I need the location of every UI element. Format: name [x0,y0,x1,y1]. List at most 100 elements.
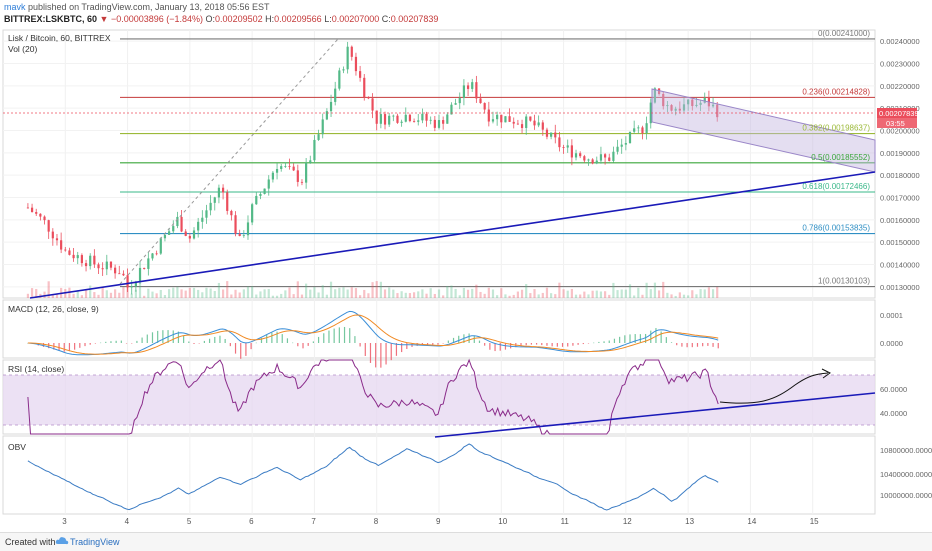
volume-bar [379,281,382,298]
candle-body [662,93,665,107]
volume-bar [201,292,204,298]
macd-histogram-bar [375,343,377,368]
macd-histogram-bar [281,334,283,343]
candle-body [55,238,59,241]
macd-histogram-bar [629,334,631,343]
candle-body [603,154,607,158]
volume-bar [475,284,478,298]
candle-body [167,231,171,235]
publish-text: published on TradingView.com, January 13… [28,2,270,12]
volume-bar [641,294,644,298]
macd-histogram-bar [193,343,195,344]
volume-bar [363,289,366,298]
macd-histogram-bar [432,343,434,345]
price-tick-label: 0.00180000 [880,171,920,180]
macd-histogram-bar [691,343,693,348]
candle-body [471,82,474,89]
candle-body [375,110,378,124]
volume-bar [159,289,162,298]
macd-histogram-bar [608,340,610,343]
volume-bar [608,294,611,298]
candle-body [458,97,461,104]
macd-histogram-bar [131,343,133,344]
macd-histogram-bar [426,343,429,345]
grid-lines [3,30,875,514]
volume-bar [408,293,412,298]
chart-header: mavk published on TradingView.com, Janua… [0,0,932,28]
volume-bar [371,282,374,298]
volume-bar [205,287,208,298]
volume-bar [367,293,370,298]
volume-bar [80,295,83,298]
volume-bar [417,291,420,298]
candle-body [545,129,549,137]
macd-histogram-bar [567,343,569,347]
volume-bar [122,287,125,298]
candle-body [624,143,627,145]
volume-bar [446,285,449,298]
candle-body [529,116,532,121]
candle-body [359,71,362,78]
volume-bar [305,283,308,298]
candle-body [574,153,578,158]
candle-body [558,137,561,148]
chart-canvas[interactable]: Lisk / Bitcoin, 60, BITTREX Vol (20) 0.0… [0,28,932,532]
candle-body [678,108,681,111]
volume-bar [172,287,175,298]
volume-bar [707,287,711,298]
candle-body [114,267,117,274]
volume-bar [425,293,428,298]
candle-body [429,119,432,121]
time-tick-label: 4 [125,517,130,526]
volume-bar [550,293,553,298]
candle-body [450,104,453,115]
candle-body [637,127,640,129]
macd-histogram-bar [297,343,299,347]
volume-bar [359,295,362,298]
macd-signal-line [27,314,719,355]
time-tick-label: 8 [374,517,379,526]
candle-body [118,273,121,275]
fib-diagonal [119,38,339,285]
macd-histogram-bar [369,343,372,363]
candle-body [97,264,100,269]
candle-body [60,240,63,250]
macd-histogram-bar [323,333,325,343]
macd-histogram-bar [619,336,621,343]
macd-histogram-bar [530,343,532,345]
volume-bar [628,284,632,298]
macd-histogram-bar [681,343,683,347]
macd-histogram-bar [94,343,96,344]
fib-retracement [120,38,875,288]
volume-bar [259,291,262,298]
candle-body [80,255,83,264]
macd-histogram-bar [172,330,174,343]
price-tick-label: 0.00240000 [880,37,920,46]
rsi-projection-arrow[interactable] [719,372,829,404]
volume-bar [587,294,590,298]
main-trendline[interactable] [29,171,876,299]
tradingview-link[interactable]: TradingView [70,537,120,547]
volume-bar [674,295,677,298]
macd-histogram-bar [271,332,273,343]
candle-body [687,99,690,105]
candle-body [346,46,349,70]
macd-histogram-bar [125,343,128,344]
candle-body [520,124,524,128]
volume-bar [242,289,245,298]
candle-body [475,82,478,99]
candle-body [479,98,482,104]
candle-body [711,104,715,107]
rsi-trendline[interactable] [434,392,876,438]
volume-bar [43,291,46,298]
candle-body [35,212,38,214]
candle-body [579,153,582,157]
author-link[interactable]: mavk [4,2,26,12]
volume-bar [545,287,549,298]
candle-body [657,88,661,94]
volume-bar [167,289,171,298]
symbol-info: BITTREX:LSKBTC, 60 ▼ −0.00003896 (−1.84%… [4,14,438,25]
candle-body [230,210,233,216]
candle-body [134,282,137,287]
volume-bar [354,288,358,298]
